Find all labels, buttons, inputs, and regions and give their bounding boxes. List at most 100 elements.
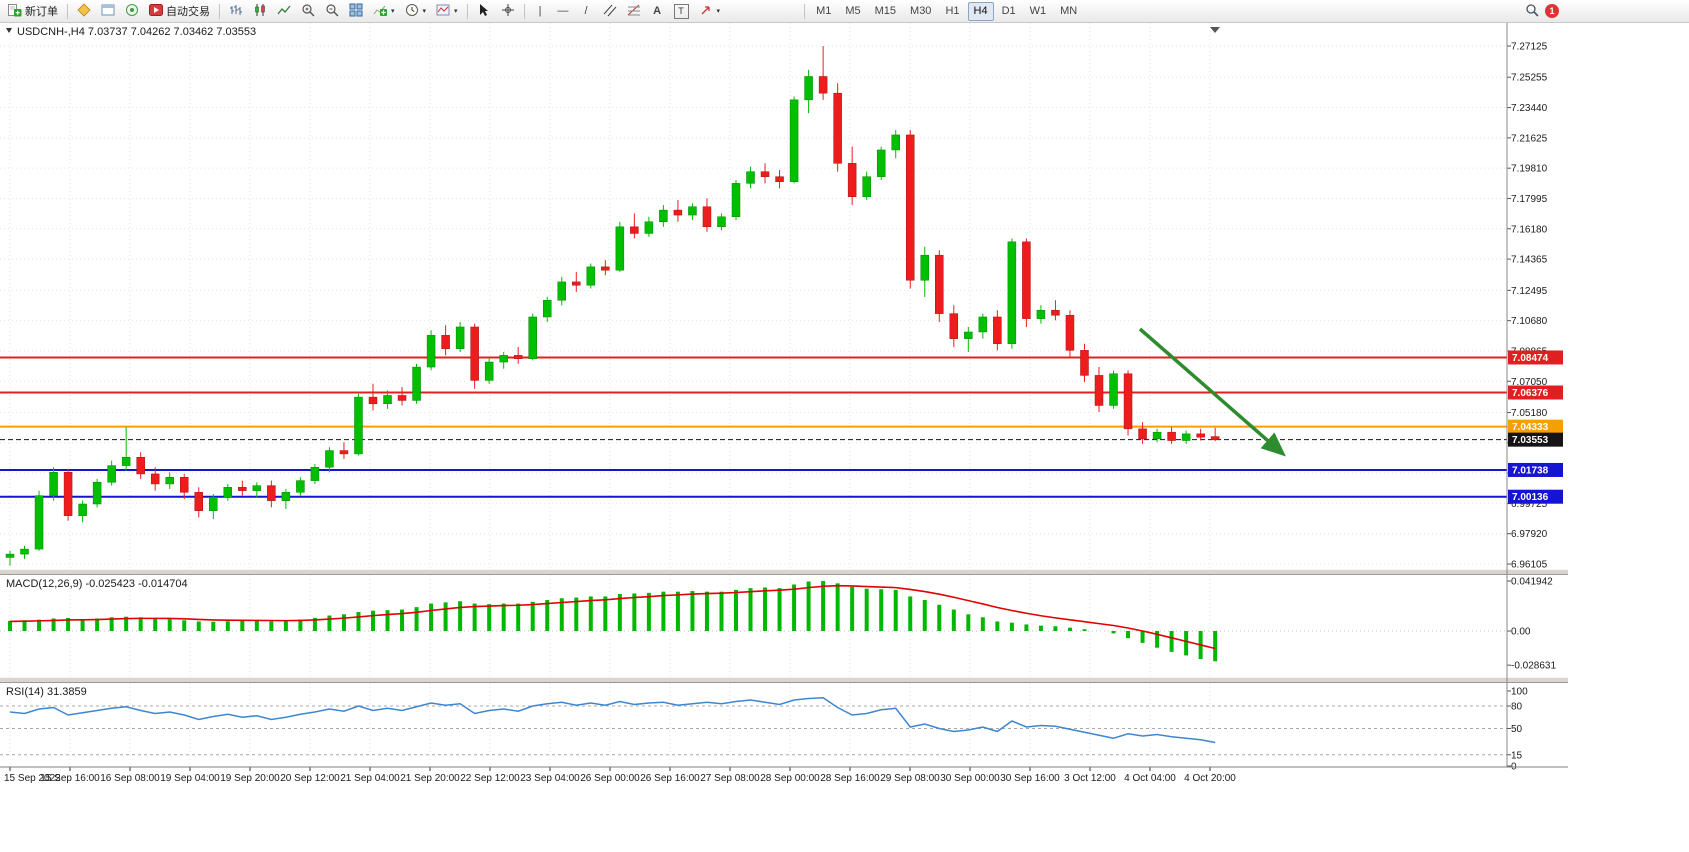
new-order-button[interactable]: 新订单 — [4, 2, 62, 21]
notification-badge[interactable]: 1 — [1545, 4, 1559, 18]
svg-text:7.01738: 7.01738 — [1512, 465, 1549, 476]
template-icon — [436, 3, 450, 20]
timeframe-h4-button[interactable]: H4 — [967, 1, 994, 21]
navigator-icon — [125, 3, 139, 20]
crosshair-button[interactable] — [497, 2, 519, 21]
svg-text:6.97920: 6.97920 — [1511, 529, 1548, 540]
zoom-in-icon — [301, 3, 315, 20]
svg-text:21 Sep 04:00: 21 Sep 04:00 — [340, 773, 400, 784]
panel-divider[interactable] — [0, 677, 1568, 683]
svg-text:USDCNH-,H4 7.03737 7.04262 7.0: USDCNH-,H4 7.03737 7.04262 7.03462 7.035… — [17, 26, 256, 38]
svg-text:7.19810: 7.19810 — [1511, 164, 1548, 175]
price-tag-7.08474 — [1508, 350, 1563, 365]
timeframe-mn-button[interactable]: MN — [1054, 2, 1083, 21]
line-chart-mode-button[interactable] — [273, 2, 295, 21]
chart-area[interactable]: 7.27125 7.25255 7.23440 7.21625 7.19810 7.179… — [0, 23, 1689, 852]
autotrading-icon — [149, 3, 163, 20]
svg-text:7.27125: 7.27125 — [1511, 42, 1548, 53]
new-order-label: 新订单 — [25, 6, 58, 18]
macd-panel: MACD(12,26,9) -0.025423 -0.014704 0.04194… — [0, 577, 1556, 672]
svg-text:7.00136: 7.00136 — [1512, 492, 1549, 503]
new-order-icon — [8, 3, 22, 20]
tile-windows-icon — [349, 3, 363, 20]
svg-text:23 Sep 04:00: 23 Sep 04:00 — [520, 773, 580, 784]
zoom-in-button[interactable] — [297, 2, 319, 21]
chevron-down-icon: ▾ — [422, 8, 427, 15]
zoom-out-button[interactable] — [321, 2, 343, 21]
trend-arrow[interactable] — [1138, 327, 1286, 457]
svg-text:22 Sep 12:00: 22 Sep 12:00 — [460, 773, 520, 784]
svg-text:28 Sep 00:00: 28 Sep 00:00 — [760, 773, 820, 784]
svg-text:80: 80 — [1511, 702, 1523, 713]
vertical-line-tool-button[interactable]: | — [530, 2, 551, 21]
price-tag-7.00136 — [1508, 489, 1563, 504]
symbol-marker-icon[interactable] — [6, 28, 12, 33]
arrows-icon — [699, 3, 713, 20]
cursor-button[interactable] — [473, 2, 495, 21]
candlestick-mode-button[interactable] — [249, 2, 271, 21]
candles-layer — [5, 46, 1220, 566]
timeframe-w1-button[interactable]: W1 — [1024, 2, 1053, 21]
market-watch-button[interactable] — [73, 2, 95, 21]
svg-text:7.25255: 7.25255 — [1511, 73, 1548, 84]
horizontal-line-tool-button[interactable]: — — [553, 2, 574, 21]
cursor-icon — [477, 3, 491, 20]
svg-text:30 Sep 16:00: 30 Sep 16:00 — [1000, 773, 1060, 784]
bar-chart-icon — [229, 3, 243, 20]
chart-canvas[interactable]: 7.27125 7.25255 7.23440 7.21625 7.19810 7.179… — [0, 23, 1689, 852]
indicators-button[interactable]: ▾ — [369, 2, 399, 21]
svg-text:6.96105: 6.96105 — [1511, 560, 1548, 571]
toolbar-separator — [804, 3, 806, 19]
level-lines-layer[interactable] — [0, 356, 1507, 498]
svg-text:6.99725: 6.99725 — [1511, 499, 1548, 510]
chevron-down-icon: ▾ — [391, 8, 395, 15]
templates-button[interactable]: ▾ — [432, 2, 462, 21]
timeframe-m1-button[interactable]: M1 — [810, 2, 837, 21]
svg-text:19 Sep 04:00: 19 Sep 04:00 — [160, 773, 220, 784]
periods-button[interactable]: ▾ — [401, 2, 431, 21]
vertical-line-icon: | — [538, 5, 542, 17]
navigator-button[interactable] — [121, 2, 143, 21]
panel-divider[interactable] — [0, 569, 1568, 575]
timeframe-m30-button[interactable]: M30 — [904, 2, 937, 21]
autotrading-button[interactable]: 自动交易 — [145, 2, 214, 21]
svg-text:MACD(12,26,9) -0.025423 -0.014: MACD(12,26,9) -0.025423 -0.014704 — [6, 578, 188, 590]
line-chart-icon — [277, 3, 291, 20]
price-tag-7.04333 — [1508, 419, 1563, 434]
bar-chart-mode-button[interactable] — [225, 2, 247, 21]
svg-text:16 Sep 08:00: 16 Sep 08:00 — [100, 773, 160, 784]
rsi-line — [9, 696, 1216, 744]
svg-text:26 Sep 16:00: 26 Sep 16:00 — [640, 773, 700, 784]
tile-windows-button[interactable] — [345, 2, 367, 21]
rsi-panel: RSI(14) 31.38591008050150 — [0, 686, 1528, 773]
svg-text:50: 50 — [1511, 724, 1523, 735]
svg-text:-0.028631: -0.028631 — [1511, 661, 1556, 672]
timeframe-h1-button[interactable]: H1 — [939, 2, 965, 21]
fibonacci-tool-button[interactable] — [623, 2, 645, 21]
timeframe-m5-button[interactable]: M5 — [839, 2, 866, 21]
chevron-down-icon: ▾ — [716, 8, 721, 15]
shift-marker[interactable] — [1210, 27, 1220, 33]
text-tool-button[interactable]: A — [647, 2, 668, 21]
svg-text:20 Sep 12:00: 20 Sep 12:00 — [280, 773, 340, 784]
search-button[interactable] — [1521, 2, 1543, 21]
toolbar-separator — [67, 3, 68, 19]
text-label-icon: T — [673, 3, 689, 19]
price-tag-7.03553 — [1508, 432, 1563, 447]
channel-tool-button[interactable] — [599, 2, 621, 21]
svg-text:7.06376: 7.06376 — [1512, 388, 1549, 399]
trendline-tool-button[interactable]: / — [576, 2, 597, 21]
arrows-tool-button[interactable]: ▾ — [695, 2, 725, 21]
macd-signal-line — [9, 584, 1216, 650]
data-window-button[interactable] — [97, 2, 119, 21]
svg-text:7.21625: 7.21625 — [1511, 133, 1548, 144]
svg-text:7.23440: 7.23440 — [1511, 103, 1548, 114]
timeframe-d1-button[interactable]: D1 — [996, 2, 1022, 21]
text-label-tool-button[interactable]: T — [670, 2, 693, 21]
timeframe-m15-button[interactable]: M15 — [869, 2, 902, 21]
svg-text:0.041942: 0.041942 — [1511, 577, 1553, 588]
horizontal-line-icon: — — [557, 5, 569, 17]
svg-text:26 Sep 00:00: 26 Sep 00:00 — [580, 773, 640, 784]
